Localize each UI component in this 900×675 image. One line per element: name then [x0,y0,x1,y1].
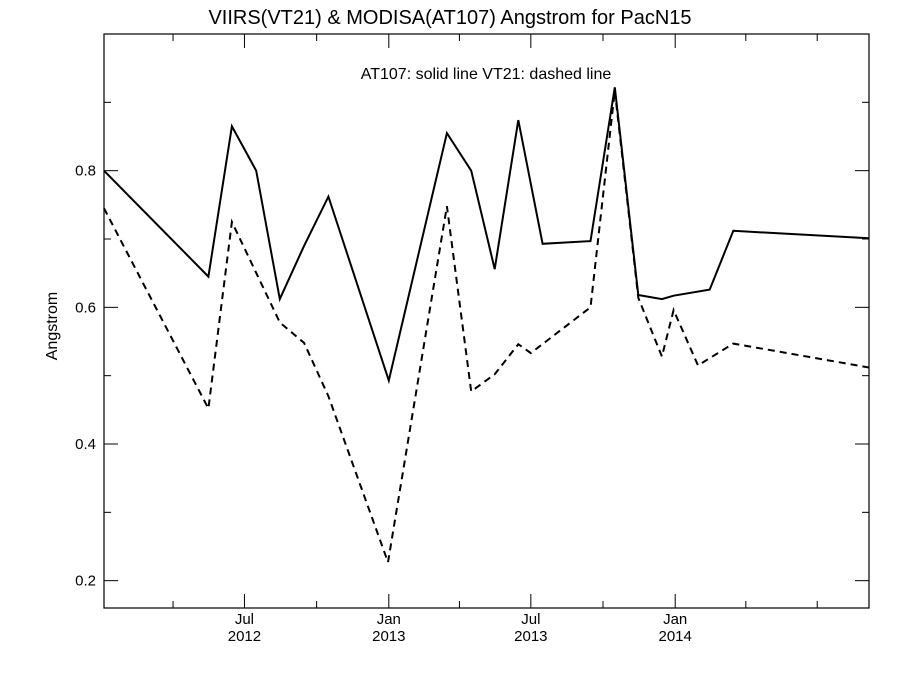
chart-title: VIIRS(VT21) & MODISA(AT107) Angstrom for… [208,7,691,29]
plot-frame [103,33,870,609]
y-tick-label: 0.2 [75,573,96,590]
y-tick-label: 0.4 [75,436,96,453]
x-tick-label-month: Jul [521,611,540,628]
y-tick-label: 0.8 [75,163,96,180]
series-line-at107 [103,87,870,385]
legend-note: AT107: solid line VT21: dashed line [361,66,612,83]
x-tick-label-year: 2013 [372,628,405,645]
x-tick-label-year: 2014 [659,628,692,645]
x-tick-label-month: Jan [377,611,401,628]
x-tick-label-year: 2013 [514,628,547,645]
y-axis-label: Angstrom [44,292,61,360]
y-tick-label: 0.6 [75,299,96,316]
x-tick-label-year: 2012 [228,628,261,645]
x-tick-label-month: Jul [235,611,254,628]
series-line-vt21 [103,90,870,567]
series-layer [103,87,870,567]
x-tick-label-month: Jan [663,611,687,628]
